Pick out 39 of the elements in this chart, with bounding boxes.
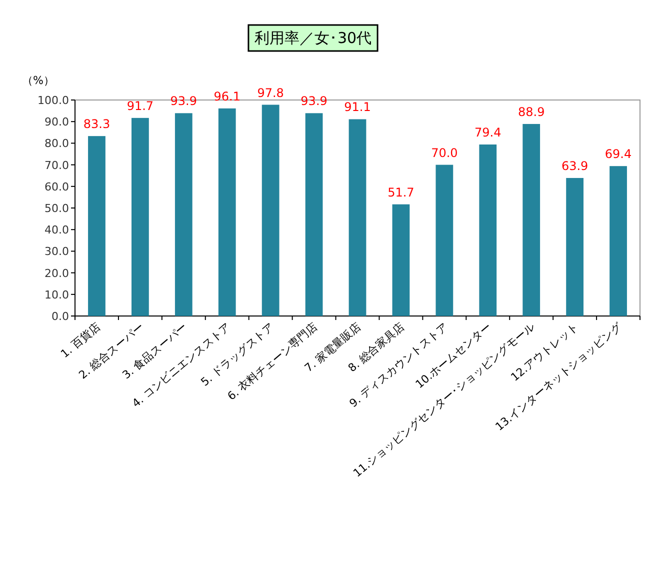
y-tick-label: 20.0 [44, 266, 69, 280]
y-tick-label: 80.0 [44, 137, 69, 150]
data-label: 69.4 [604, 147, 632, 162]
data-label: 88.9 [518, 104, 545, 119]
chart-title: 利用率／女･30代 [254, 29, 372, 47]
y-tick-label: 30.0 [44, 245, 69, 258]
y-tick-label: 40.0 [44, 224, 69, 237]
y-tick-label: 90.0 [44, 116, 69, 129]
bar [610, 166, 627, 316]
data-label: 93.9 [300, 94, 328, 108]
data-label: 96.1 [214, 89, 240, 104]
bar [392, 204, 410, 316]
data-label: 63.9 [561, 158, 588, 173]
y-tick-label: 60.0 [44, 180, 69, 194]
bar [566, 178, 584, 316]
y-tick-label: 50.0 [44, 202, 69, 215]
data-label: 97.8 [257, 86, 284, 100]
data-label: 91.7 [126, 98, 154, 113]
y-tick-label: 0.0 [52, 310, 69, 323]
bar [522, 124, 540, 316]
bar [348, 119, 366, 316]
bar [132, 118, 149, 316]
bar [262, 104, 280, 316]
data-label: 70.0 [431, 146, 458, 160]
bar [305, 113, 323, 316]
bar [479, 144, 497, 316]
bar [174, 113, 192, 316]
bar [218, 108, 236, 316]
y-axis-title: （%） [22, 74, 54, 87]
bar [436, 164, 454, 316]
data-label: 83.3 [83, 117, 110, 132]
data-label: 93.9 [170, 94, 198, 108]
data-label: 91.1 [344, 100, 371, 114]
y-tick-label: 100.0 [38, 94, 69, 107]
data-label: 51.7 [388, 185, 414, 200]
y-tick-label: 10.0 [44, 288, 69, 302]
data-label: 79.4 [474, 125, 502, 140]
y-tick-label: 70.0 [44, 158, 69, 172]
bar [88, 136, 106, 316]
